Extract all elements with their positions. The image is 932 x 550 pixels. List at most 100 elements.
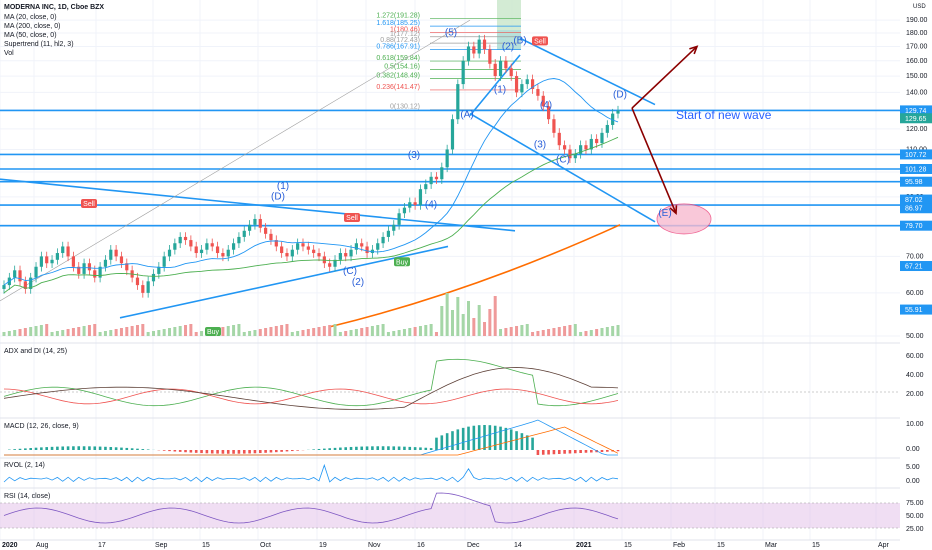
volume-bar (509, 327, 513, 336)
macd-pane-label[interactable]: MACD (12, 26, close, 9) (4, 423, 79, 430)
x-tick-label: Feb (673, 542, 685, 549)
up-arrow-head (689, 45, 699, 55)
volume-bar (424, 325, 428, 336)
candle-body (434, 176, 439, 180)
volume-bar (29, 327, 33, 336)
trend-line (469, 54, 521, 116)
x-tick-label: Dec (467, 542, 480, 549)
macd-histogram-bar (579, 450, 582, 453)
volume-bar (232, 325, 236, 336)
macd-histogram-bar (93, 446, 97, 450)
candle-body (237, 236, 241, 244)
macd-histogram-bar (541, 450, 545, 455)
indicator-ma20[interactable]: MA (20, close, 0) (4, 14, 57, 21)
volume-bar (248, 331, 252, 336)
signal-badge (205, 327, 221, 336)
macd-histogram-bar (317, 448, 321, 450)
volume-bar (39, 325, 43, 336)
volume-bar (616, 325, 620, 336)
candle-body (119, 256, 124, 264)
volume-bar (23, 328, 27, 336)
volume-bar (360, 328, 364, 336)
volume-bar (568, 325, 572, 336)
volume-bar (536, 331, 540, 336)
indicator-ma50[interactable]: MA (50, close, 0) (4, 32, 57, 39)
adx-pane-label[interactable]: ADX and DI (14, 25) (4, 348, 68, 355)
volume-bar (344, 331, 348, 336)
macd-histogram-bar (136, 448, 139, 450)
price-pane[interactable]: 1.272(191.28)1.618(185.25)1(180.46)1(177… (0, 0, 900, 336)
indicator-supertrend[interactable]: Supertrend (11, hl2, 3) (4, 41, 74, 48)
x-tick-label: 16 (417, 542, 425, 549)
x-tick-label: Aug (36, 542, 49, 549)
volume-bar (61, 330, 65, 336)
volume-bar (584, 331, 588, 336)
volume-bar (365, 327, 369, 336)
y-tick-label: 190.00 (906, 17, 928, 24)
adx-pane[interactable] (0, 358, 900, 410)
ma200-line (329, 224, 621, 328)
macd-histogram-bar (264, 450, 267, 453)
candle-body (488, 49, 492, 64)
volume-bar (162, 329, 166, 336)
volume-bar (611, 326, 615, 336)
volume-bar (504, 328, 508, 336)
price-tag (900, 261, 932, 272)
y-tick-label: 180.00 (906, 30, 928, 37)
macd-histogram-bar (515, 431, 518, 450)
volume-bar (456, 297, 460, 336)
wave-label: (2) (352, 277, 364, 288)
macd-histogram-bar (242, 450, 246, 454)
macd-histogram-bar (232, 450, 235, 454)
rsi-pane-label[interactable]: RSI (14, close) (4, 493, 51, 500)
time-axis[interactable]: 2020 Aug 17 Sep 15 Oct 19 Nov 16 Dec 14 2021 15 Feb 15… (2, 542, 890, 549)
candle-body (338, 253, 342, 260)
volume-bar (605, 327, 609, 336)
wave-label: (E) (658, 208, 671, 219)
rvol-pane[interactable] (3, 463, 619, 483)
macd-histogram-bar (194, 450, 198, 453)
y-tick-label: 140.00 (906, 89, 928, 96)
macd-histogram-bar (349, 446, 353, 450)
volume-bar (515, 326, 519, 336)
macd-histogram-bar (445, 433, 449, 450)
candle-body (317, 253, 321, 257)
candle-body (82, 263, 86, 274)
rvol-line (3, 463, 619, 483)
macd-pane[interactable] (4, 419, 620, 456)
candle-body (376, 243, 380, 250)
rsi-pane[interactable] (0, 492, 900, 529)
volume-bar (418, 326, 422, 336)
x-tick-label: Apr (878, 542, 890, 549)
macd-histogram-bar (120, 447, 123, 450)
candle-body (493, 63, 497, 77)
macd-histogram-bar (72, 446, 75, 450)
macd-histogram-bar (34, 447, 38, 450)
candle-body (413, 202, 417, 205)
macd-histogram-bar (130, 448, 134, 450)
indicator-volume[interactable]: Vol (4, 50, 14, 57)
fib-label: 1(180.46) (390, 26, 420, 33)
volume-bar (50, 332, 54, 336)
fib-label: 0.88(172.43) (380, 37, 420, 44)
volume-bar (13, 330, 17, 336)
volume-bar (408, 328, 412, 336)
candle-body (151, 273, 156, 282)
volume-bar (381, 324, 385, 336)
volume-bar (413, 327, 417, 336)
volume-bar (258, 329, 262, 336)
target-ellipse (656, 203, 712, 235)
macd-histogram-bar (82, 446, 86, 450)
candle-body (306, 246, 310, 250)
down-arrow-head (669, 205, 678, 215)
indicator-ma200[interactable]: MA (200, close, 0) (4, 23, 61, 30)
price-axis[interactable]: 190.00180.00170.00160.00150.00140.00130.… (900, 0, 932, 550)
di-minus-line (3, 388, 619, 405)
candle-body (440, 167, 444, 180)
macd-histogram-bar (381, 446, 385, 450)
volume-bar (125, 327, 129, 336)
ma50-line (3, 136, 619, 294)
candle-body (173, 243, 177, 250)
rvol-pane-label[interactable]: RVOL (2, 14) (4, 462, 45, 469)
